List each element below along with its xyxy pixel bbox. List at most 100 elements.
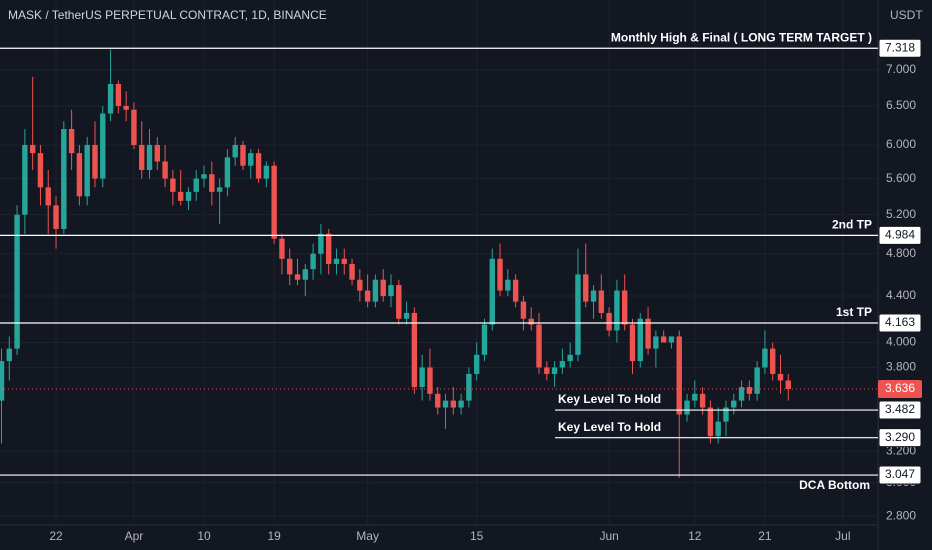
candle-body bbox=[310, 253, 316, 270]
y-tick-label: 3.800 bbox=[886, 360, 916, 374]
candle-body bbox=[411, 312, 418, 388]
candle-body bbox=[107, 84, 114, 114]
candle-body bbox=[396, 285, 402, 319]
candle-body bbox=[287, 258, 293, 275]
candle-body bbox=[466, 373, 472, 401]
candle-body bbox=[53, 205, 59, 229]
candle-body bbox=[583, 274, 589, 302]
level-box bbox=[878, 313, 922, 333]
candle-body bbox=[559, 361, 566, 368]
candle-body bbox=[302, 269, 309, 280]
candle-body bbox=[512, 279, 519, 302]
level-name: Key Level To Hold bbox=[558, 420, 661, 434]
candle-body bbox=[442, 400, 449, 408]
candle-body bbox=[14, 214, 20, 349]
last-price-label: 3.636 bbox=[885, 381, 915, 395]
x-tick-label: 21 bbox=[758, 529, 772, 543]
candle-body bbox=[738, 387, 745, 401]
candle-body bbox=[263, 165, 270, 179]
y-tick-label: 4.400 bbox=[886, 288, 916, 302]
candle-body bbox=[271, 165, 277, 239]
candle-body bbox=[294, 274, 301, 280]
x-tick-label: Jul bbox=[835, 529, 850, 543]
y-tick-label: 2.800 bbox=[886, 508, 916, 522]
candle-body bbox=[544, 367, 550, 374]
candle-body bbox=[403, 312, 410, 319]
level-value-label: 7.318 bbox=[885, 40, 915, 54]
candle-body bbox=[668, 336, 675, 343]
candle-body bbox=[170, 178, 176, 192]
candle-body bbox=[754, 367, 760, 394]
candle-body bbox=[0, 361, 5, 401]
candle-body bbox=[450, 400, 457, 408]
level-name: Monthly High & Final ( LONG TERM TARGET … bbox=[611, 30, 872, 44]
candle-body bbox=[123, 105, 129, 110]
candle-body bbox=[318, 233, 324, 254]
candle-body bbox=[380, 279, 386, 297]
candle-body bbox=[497, 258, 503, 291]
candle-body bbox=[139, 144, 145, 170]
candle-body bbox=[255, 153, 262, 179]
y-tick-label: 4.800 bbox=[886, 246, 916, 260]
candle-body bbox=[645, 318, 651, 349]
candle-body bbox=[481, 324, 488, 355]
level-value-label: 3.047 bbox=[885, 467, 915, 481]
candle-body bbox=[590, 290, 597, 302]
candle-body bbox=[6, 348, 12, 362]
candle-body bbox=[699, 393, 706, 408]
candle-body bbox=[684, 400, 690, 415]
y-axis-label: USDT bbox=[890, 8, 923, 22]
candle-body bbox=[29, 144, 36, 154]
y-tick-label: 6.500 bbox=[886, 98, 916, 112]
chart-title: MASK / TetherUS PERPETUAL CONTRACT, 1D, … bbox=[8, 8, 327, 22]
candle-body bbox=[364, 290, 371, 302]
candle-body bbox=[637, 318, 643, 362]
candle-body bbox=[341, 258, 347, 264]
candle-body bbox=[520, 301, 527, 319]
candle-body bbox=[551, 367, 558, 374]
candle-body bbox=[629, 324, 636, 362]
level-box bbox=[878, 38, 922, 58]
candle-body bbox=[489, 258, 495, 325]
y-tick-label: 5.200 bbox=[886, 207, 916, 221]
level-name: DCA Bottom bbox=[799, 478, 870, 492]
candle-body bbox=[746, 387, 753, 394]
candle-body bbox=[770, 348, 776, 374]
candle-body bbox=[131, 109, 137, 145]
candle-body bbox=[193, 178, 199, 192]
candle-body bbox=[505, 279, 511, 291]
candle-body bbox=[777, 373, 784, 381]
candle-body bbox=[388, 285, 394, 297]
level-name: 2nd TP bbox=[832, 218, 872, 232]
candle-body bbox=[567, 354, 573, 362]
candle-body bbox=[76, 153, 83, 197]
level-value-label: 4.163 bbox=[885, 315, 915, 329]
candle-body bbox=[614, 290, 620, 331]
y-tick-label: 7.000 bbox=[886, 62, 916, 76]
level-box bbox=[878, 400, 922, 420]
level-name: Key Level To Hold bbox=[558, 392, 661, 406]
candle-body bbox=[216, 187, 223, 192]
candle-body bbox=[785, 380, 791, 389]
candle-body bbox=[279, 238, 285, 259]
candle-body bbox=[427, 367, 433, 394]
x-tick-label: 15 bbox=[470, 529, 484, 543]
last-price-box bbox=[878, 379, 922, 398]
candle-body bbox=[676, 336, 682, 415]
candle-body bbox=[248, 153, 254, 166]
candle-body bbox=[715, 421, 721, 437]
candle-body bbox=[723, 407, 729, 422]
candle-body bbox=[419, 367, 425, 388]
level-value-label: 3.482 bbox=[885, 402, 915, 416]
candle-body bbox=[692, 393, 698, 401]
candle-body bbox=[232, 144, 238, 158]
candle-body bbox=[762, 348, 768, 368]
candle-body bbox=[177, 191, 184, 201]
x-tick-label: May bbox=[356, 529, 379, 543]
candle-body bbox=[536, 324, 542, 368]
level-box bbox=[878, 225, 922, 245]
y-tick-label: 5.600 bbox=[886, 171, 916, 185]
